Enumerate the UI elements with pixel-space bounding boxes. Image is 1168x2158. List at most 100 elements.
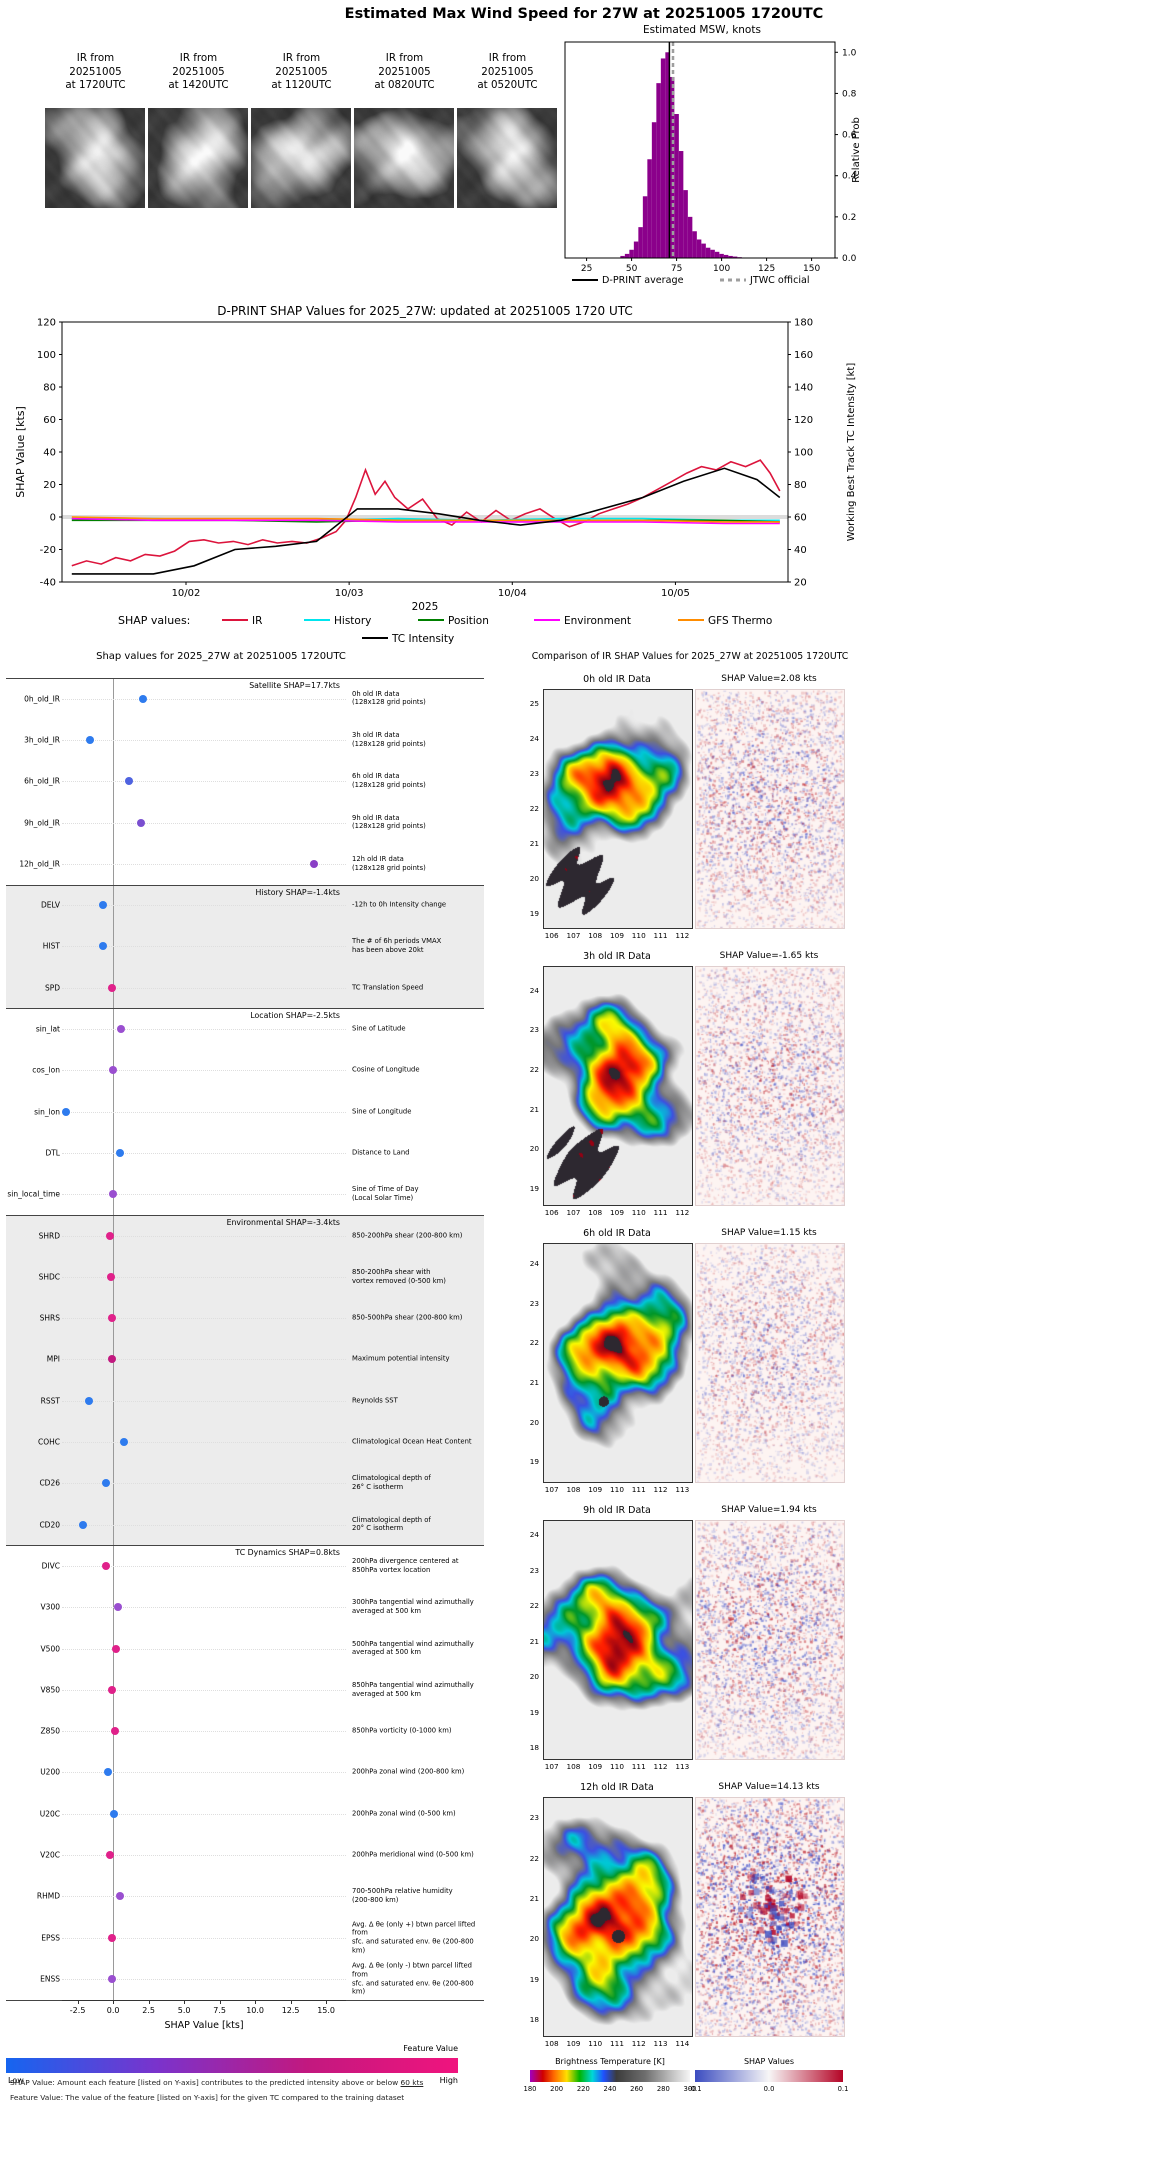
lat-tick-label: 23 [529, 1565, 539, 1575]
x-tick-label: -2.5 [69, 2005, 86, 2015]
ir-thumb-label-line: 20251005 [481, 65, 534, 78]
feature-label: cos_lon [32, 1065, 60, 1075]
lon-tick-label: 108 [588, 1208, 603, 1217]
feature-description: 6h old IR data (128x128 grid points) [352, 772, 426, 790]
feature-description: TC Translation Speed [352, 983, 424, 992]
footnote-shap-prefix: SHAP Value: Amount each feature [listed … [10, 2078, 401, 2087]
feature-description: 200hPa meridional wind (0-500 km) [352, 1850, 474, 1859]
shap-colorbar-label: SHAP Values [743, 2057, 795, 2066]
y-tick-label: 0.2 [842, 213, 856, 223]
x-tick-label: 7.5 [213, 2005, 226, 2015]
y-axis-label: Relative Prob [851, 117, 862, 183]
feature-description: Reynolds SST [352, 1396, 398, 1405]
lat-tick-label: 18 [529, 1743, 539, 1753]
histogram-bar [656, 83, 661, 258]
left-tick-label: -20 [40, 545, 56, 556]
shap-value-map [695, 1243, 845, 1483]
feature-label: EPSS [41, 1933, 60, 1943]
lat-tick-label: 19 [529, 1457, 539, 1467]
ir-thumbnail-cell: IR from 20251005 at 0520UTC [456, 52, 559, 212]
left-tick-label: -40 [40, 578, 56, 589]
feature-label: ENSS [40, 1974, 60, 1984]
ir-map-title: 9h old IR Data [583, 1505, 651, 1516]
shap-dot [102, 1561, 111, 1570]
legend-label-position: Position [448, 615, 489, 627]
feature-description: 200hPa zonal wind (200-800 km) [352, 1768, 465, 1777]
histogram-bar [719, 253, 724, 258]
lat-tick-label: 25 [529, 699, 539, 708]
x-tick-label: 10.0 [246, 2005, 265, 2015]
histogram-bar [728, 255, 733, 258]
right-tick-label: 180 [794, 318, 813, 329]
histogram-bar [723, 254, 729, 258]
row-gridline [62, 1359, 346, 1361]
feature-label: V500 [40, 1644, 60, 1654]
comparison-title: Comparison of IR SHAP Values for 2025_27… [531, 651, 849, 662]
feature-description: The # of 6h periods VMAX has been above … [352, 937, 442, 955]
feature-description: 9h old IR data (128x128 grid points) [352, 813, 426, 831]
feature-description: 0h old IR data (128x128 grid points) [352, 689, 426, 707]
shap-dot [116, 1148, 125, 1157]
x-tick [255, 1999, 257, 2004]
x-tick-label: 75 [671, 264, 682, 274]
row-gridline [62, 1978, 346, 1980]
lon-tick-label: 109 [588, 1485, 603, 1494]
lat-tick-label: 23 [529, 1298, 539, 1308]
lon-tick-label: 112 [675, 931, 690, 940]
feature-description: Maximum potential intensity [352, 1355, 450, 1364]
lon-tick-label: 106 [544, 1208, 559, 1217]
ir-thumbnail-cell: IR from 20251005 at 1720UTC [44, 52, 147, 212]
shap-map-title: SHAP Value=2.08 kts [721, 674, 817, 684]
ir-map-title: 0h old IR Data [583, 674, 651, 685]
group-separator [6, 678, 484, 679]
feature-label: SPD [44, 983, 60, 993]
lon-tick-label: 111 [631, 1762, 646, 1771]
feature-description: Sine of Time of Day (Local Solar Time) [352, 1185, 419, 1203]
feature-label: SHRS [39, 1313, 60, 1323]
legend-label-ir: IR [252, 615, 262, 627]
lat-tick-label: 22 [529, 804, 539, 813]
footnote-shap-value: SHAP Value: Amount each feature [listed … [10, 2078, 423, 2087]
row-gridline [62, 1772, 346, 1774]
feature-description: Climatological depth of 20° C isotherm [352, 1515, 431, 1533]
feature-label: 3h_old_IR [24, 735, 60, 745]
lon-tick-label: 107 [544, 1485, 559, 1494]
lon-tick-label: 110 [588, 2039, 603, 2048]
row-gridline [62, 1111, 346, 1113]
ir-satellite-thumbnail [45, 108, 145, 208]
group-separator [6, 1214, 484, 1216]
ir-thumb-label-line: at 0820UTC [374, 79, 435, 92]
right-tick-label: 60 [794, 513, 807, 524]
shap-dotplot-panel: Satellite SHAP=17.7kts 0h_old_IR 0h old IR… [6, 648, 512, 2153]
feature-label: V300 [40, 1602, 60, 1612]
feature-description: 300hPa tangential wind azimuthally avera… [352, 1598, 474, 1616]
bt-tick-label: 200 [550, 2085, 564, 2093]
series-tc-intensity [71, 467, 781, 575]
lat-tick-label: 18 [529, 2014, 539, 2024]
lat-tick-label: 22 [529, 1338, 539, 1348]
ir-map-title: 3h old IR Data [583, 951, 651, 962]
lon-tick-label: 107 [566, 931, 581, 940]
lat-tick-label: 20 [529, 1144, 539, 1154]
shap-dot [107, 1355, 116, 1364]
lon-tick-label: 110 [610, 1762, 624, 1771]
row-gridline [62, 1896, 346, 1898]
lat-tick-label: 22 [529, 1601, 539, 1611]
row-gridline [62, 781, 346, 783]
x-tick-label: 150 [803, 264, 820, 274]
right-tick-label: 160 [794, 350, 813, 361]
x-tick-label: 50 [626, 264, 638, 274]
row-gridline [62, 1276, 346, 1278]
lon-tick-label: 108 [566, 1485, 581, 1494]
lat-tick-label: 24 [529, 985, 539, 995]
x-tick-label: 125 [758, 264, 775, 274]
y-tick-label: 0.6 [842, 131, 857, 141]
shap-dot [111, 1644, 120, 1653]
x-axis-label: SHAP Value [kts] [164, 2019, 244, 2031]
feature-description: 12h old IR data (128x128 grid points) [352, 855, 426, 872]
feature-description: Climatological Ocean Heat Content [352, 1437, 472, 1446]
bt-tick-label: 240 [603, 2085, 617, 2093]
ir-thumb-label-line: at 1420UTC [168, 79, 229, 92]
feature-description: Avg. Δ θe (only +) btwn parcel lifted fr… [352, 1919, 476, 1955]
